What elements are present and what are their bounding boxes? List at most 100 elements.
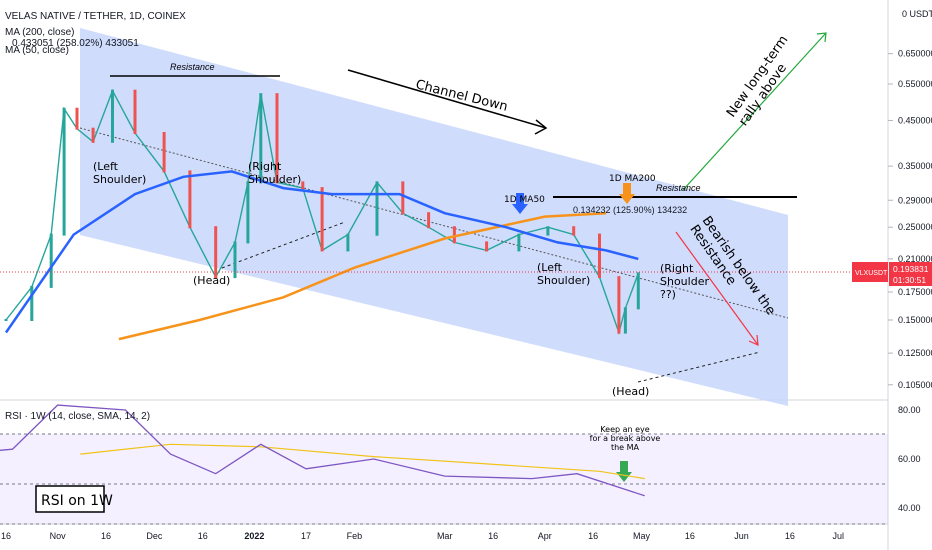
price-tick-label: 0.105000 — [898, 380, 932, 390]
ma200-legend-values: 0.433051 (258.02%) 433051 — [12, 38, 139, 49]
time-tick-label: May — [633, 531, 651, 541]
ma50-legend: MA (50, close) — [5, 45, 69, 56]
price-line[interactable] — [5, 89, 639, 335]
price-tick-label: 0.125000 — [898, 348, 932, 358]
price-point[interactable] — [617, 276, 621, 334]
price-point[interactable] — [401, 181, 405, 215]
price-tick-label: 0.290000 — [898, 195, 932, 205]
price-point[interactable] — [214, 226, 218, 278]
axis-unit: 0 USDT — [902, 9, 932, 19]
rally-arrowhead — [816, 32, 827, 43]
price-point[interactable] — [636, 272, 640, 310]
rally-arrow[interactable] — [682, 32, 827, 191]
resistance-right-label: Resistance — [656, 183, 701, 193]
price-point[interactable] — [346, 233, 350, 252]
ma200-marker-arrow — [619, 183, 635, 204]
bearish-arrow[interactable] — [675, 231, 759, 346]
time-tick-label: Dec — [146, 531, 163, 541]
price-point[interactable] — [320, 187, 324, 252]
price-tick-label: 0.550000 — [898, 79, 932, 89]
price-point[interactable] — [572, 226, 576, 236]
ma50-label: 1D MA50 — [504, 195, 545, 205]
resistance-top-label: Resistance — [170, 62, 215, 72]
price-point[interactable] — [233, 241, 237, 279]
rsi-ma-line[interactable] — [80, 443, 645, 480]
price-point[interactable] — [546, 226, 550, 236]
time-tick-label: 16 — [588, 531, 598, 541]
time-axis[interactable]: 16 Nov 16 Dec 16 2022 17 Feb Mar 16 Apr 16 May 16 Jun 1… — [1, 531, 844, 541]
price-point[interactable] — [30, 285, 34, 321]
time-tick-label: 2022 — [244, 531, 264, 541]
price-point[interactable] — [62, 107, 66, 236]
rsi-axis[interactable]: 80.00 60.00 40.00 — [898, 405, 921, 513]
price-series — [4, 89, 640, 335]
symbol-badge — [852, 262, 888, 282]
rsi-tick-label: 40.00 — [898, 503, 921, 513]
rsi-marker-arrow — [616, 461, 632, 482]
price-tick-label: 0.150000 — [898, 315, 932, 325]
rsi-line[interactable] — [0, 404, 645, 497]
time-tick-label: 16 — [488, 531, 498, 541]
price-point[interactable] — [598, 233, 601, 278]
price-point[interactable] — [259, 93, 263, 184]
neckline-2[interactable] — [637, 351, 761, 383]
rsi-badge-box — [35, 485, 105, 513]
bearish-arrowhead — [748, 334, 759, 346]
price-tick-label: 0.450000 — [898, 115, 932, 125]
price-axis[interactable]: 0.650000 0.550000 0.450000 0.350000 0.290000… — [888, 49, 932, 390]
rsi-band — [0, 434, 888, 524]
price-point[interactable] — [111, 89, 114, 143]
price-tick-label: 0.175000 — [898, 287, 932, 297]
price-point[interactable] — [452, 226, 456, 244]
head-2-label: (Head) — [612, 385, 649, 398]
price-point[interactable] — [485, 241, 489, 252]
price-point[interactable] — [91, 127, 95, 143]
right-shoulder-1-label: (Right Shoulder) — [248, 160, 301, 186]
price-point[interactable] — [75, 107, 79, 130]
rsi-badge: RSI on 1W — [41, 493, 113, 509]
price-point[interactable] — [162, 132, 166, 173]
last-price-value: 0.193831 — [893, 264, 929, 274]
ma200-line[interactable] — [118, 211, 607, 341]
price-point[interactable] — [49, 233, 53, 288]
chart-title: VELAS NATIVE / TETHER, 1D, COINEX — [5, 11, 186, 22]
bar-countdown: 01:30:51 — [893, 275, 926, 285]
neckline-1[interactable] — [221, 221, 346, 269]
rsi-note: Keep an eye for a break above the MA — [590, 425, 661, 452]
price-point[interactable] — [427, 212, 431, 229]
left-shoulder-2-label: (Left Shoulder) — [537, 261, 590, 287]
symbol-label: VLXUSDT — [855, 270, 888, 277]
ma50-marker-arrow — [512, 193, 528, 214]
channel-down-arrowhead — [534, 119, 548, 135]
price-point[interactable] — [517, 233, 521, 252]
channel-down-arrow[interactable] — [347, 69, 547, 129]
ma50-line[interactable] — [4, 170, 639, 334]
time-tick-label: 16 — [785, 531, 795, 541]
price-point[interactable] — [188, 170, 192, 229]
price-point[interactable] — [623, 307, 627, 334]
ma200-label: 1D MA200 — [609, 174, 656, 184]
price-tick-label: 0.250000 — [898, 222, 932, 232]
price-point[interactable] — [275, 93, 279, 184]
right-shoulder-2-label: (Right Shoulder??) — [660, 262, 709, 301]
left-shoulder-1-label: (Left Shoulder) — [93, 160, 146, 186]
time-tick-label: 16 — [101, 531, 111, 541]
price-point[interactable] — [246, 181, 250, 244]
price-point[interactable] — [375, 181, 379, 236]
time-tick-label: Nov — [50, 531, 67, 541]
price-point[interactable] — [301, 181, 305, 190]
time-tick-label: Jul — [833, 531, 845, 541]
price-point[interactable] — [4, 319, 8, 321]
head-1-label: (Head) — [193, 274, 230, 287]
last-price-badge — [889, 262, 932, 286]
ma200-legend: MA (200, close) — [5, 27, 74, 38]
rsi-title: RSI · 1W (14, close, SMA, 14, 2) — [5, 411, 150, 422]
time-tick-label: Feb — [347, 531, 363, 541]
time-tick-label: 16 — [1, 531, 11, 541]
time-tick-label: Jun — [734, 531, 749, 541]
price-point[interactable] — [133, 89, 137, 134]
time-tick-label: Apr — [538, 531, 552, 541]
rsi-tick-label: 60.00 — [898, 454, 921, 464]
